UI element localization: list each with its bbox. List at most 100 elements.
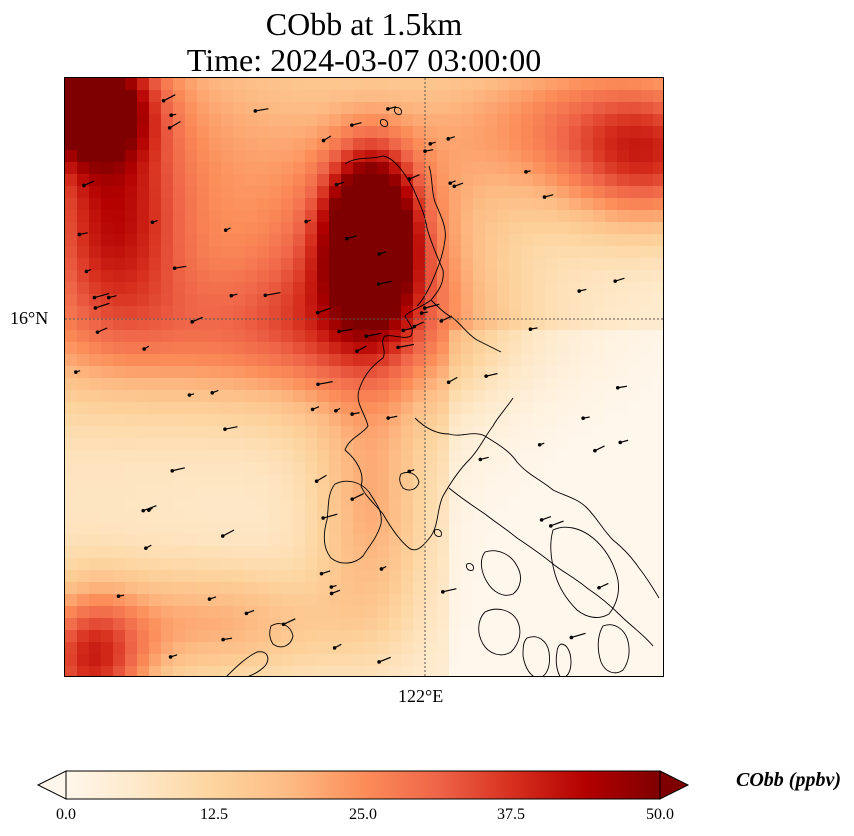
field-cell xyxy=(101,582,114,595)
field-cell xyxy=(101,354,114,367)
field-cell xyxy=(173,210,186,223)
field-cell xyxy=(281,582,294,595)
wind-arrow xyxy=(597,582,609,590)
field-cell xyxy=(485,462,498,475)
field-cell xyxy=(257,594,270,607)
field-cell xyxy=(437,222,450,235)
field-cell xyxy=(629,414,642,427)
field-cell xyxy=(485,282,498,295)
field-cell xyxy=(293,234,306,247)
field-cell xyxy=(365,522,378,535)
field-cell xyxy=(221,186,234,199)
field-cell xyxy=(617,306,630,319)
field-cell xyxy=(173,582,186,595)
field-cell xyxy=(473,570,486,583)
field-cell xyxy=(149,90,162,103)
field-cell xyxy=(617,486,630,499)
field-cell xyxy=(125,414,138,427)
field-cell xyxy=(569,210,582,223)
field-cell xyxy=(65,114,78,127)
field-cell xyxy=(473,318,486,331)
field-cell xyxy=(89,102,102,115)
field-cell xyxy=(545,402,558,415)
field-cell xyxy=(125,642,138,655)
field-cell xyxy=(425,510,438,523)
field-cell xyxy=(257,390,270,403)
field-cell xyxy=(389,138,402,151)
field-cell xyxy=(557,174,570,187)
field-cell xyxy=(485,570,498,583)
field-cell xyxy=(233,162,246,175)
field-cell xyxy=(353,198,366,211)
field-cell xyxy=(353,126,366,139)
field-cell xyxy=(137,462,150,475)
field-cell xyxy=(641,438,654,451)
field-cell xyxy=(233,414,246,427)
field-cell xyxy=(353,522,366,535)
field-cell xyxy=(653,450,663,463)
field-cell xyxy=(605,570,618,583)
field-cell xyxy=(389,354,402,367)
field-cell xyxy=(509,162,522,175)
field-cell xyxy=(437,618,450,631)
field-cell xyxy=(137,90,150,103)
field-cell xyxy=(629,342,642,355)
field-cell xyxy=(353,150,366,163)
field-cell xyxy=(245,222,258,235)
field-cell xyxy=(413,474,426,487)
field-cell xyxy=(377,198,390,211)
field-cell xyxy=(653,546,663,559)
field-cell xyxy=(497,462,510,475)
field-cell xyxy=(509,306,522,319)
field-cell xyxy=(641,234,654,247)
field-cell xyxy=(173,522,186,535)
field-cell xyxy=(365,366,378,379)
field-cell xyxy=(209,174,222,187)
field-cell xyxy=(617,186,630,199)
field-cell xyxy=(473,198,486,211)
field-cell xyxy=(221,354,234,367)
field-cell xyxy=(545,510,558,523)
field-cell xyxy=(89,126,102,139)
field-cell xyxy=(353,174,366,187)
field-cell xyxy=(113,294,126,307)
field-cell xyxy=(425,534,438,547)
field-cell xyxy=(77,486,90,499)
field-cell xyxy=(329,618,342,631)
field-cell xyxy=(593,570,606,583)
field-cell xyxy=(137,270,150,283)
field-cell xyxy=(449,606,462,619)
field-cell xyxy=(485,642,498,655)
field-cell xyxy=(437,174,450,187)
field-cell xyxy=(485,222,498,235)
field-cell xyxy=(365,330,378,343)
field-cell xyxy=(89,150,102,163)
field-cell xyxy=(281,186,294,199)
field-cell xyxy=(653,378,663,391)
field-cell xyxy=(89,210,102,223)
field-cell xyxy=(545,366,558,379)
field-cell xyxy=(401,378,414,391)
field-cell xyxy=(641,330,654,343)
field-cell xyxy=(293,90,306,103)
field-cell xyxy=(509,198,522,211)
field-cell xyxy=(605,186,618,199)
field-cell xyxy=(533,450,546,463)
field-cell xyxy=(281,114,294,127)
field-cell xyxy=(545,282,558,295)
field-cell xyxy=(149,330,162,343)
field-cell xyxy=(485,150,498,163)
field-cell xyxy=(173,390,186,403)
field-cell xyxy=(461,330,474,343)
field-cell xyxy=(209,618,222,631)
field-cell xyxy=(269,126,282,139)
field-cell xyxy=(605,594,618,607)
wind-arrow xyxy=(221,637,233,642)
field-cell xyxy=(353,258,366,271)
field-cell xyxy=(245,210,258,223)
field-cell xyxy=(65,390,78,403)
field-cell xyxy=(65,258,78,271)
field-cell xyxy=(293,306,306,319)
field-cell xyxy=(569,558,582,571)
field-cell xyxy=(317,534,330,547)
